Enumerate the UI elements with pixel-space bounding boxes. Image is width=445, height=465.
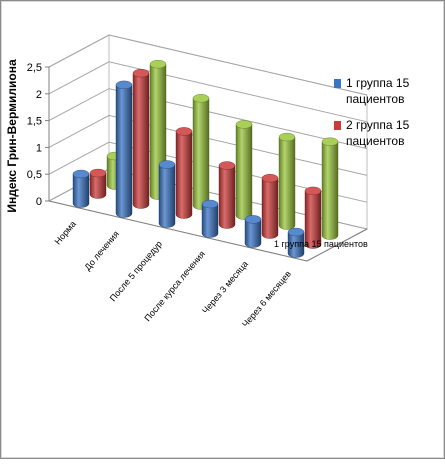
bar-2-5 xyxy=(261,174,279,239)
bar-2-1 xyxy=(89,168,107,199)
x-tick-label: До лечения xyxy=(82,229,121,272)
legend-swatch xyxy=(334,79,341,88)
legend-label: 1 группа 15 xyxy=(346,76,410,90)
bar-top xyxy=(192,94,210,103)
x-tick-label: После курса лечения xyxy=(142,249,207,323)
legend: 1 группа 15 пациентов 2 группа 15 пациентов xyxy=(334,76,410,148)
bar-2-3 xyxy=(175,127,193,219)
depth-axis-label: 1 группа 15 пациентов xyxy=(274,239,368,249)
bar-3-3 xyxy=(192,94,210,210)
y-tick-label: 1,5 xyxy=(27,116,42,128)
bar-body xyxy=(244,219,262,248)
bar-body xyxy=(115,84,133,218)
bar-top xyxy=(115,80,133,90)
bar-2-6 xyxy=(304,186,322,249)
y-tick-label: 2 xyxy=(36,89,42,101)
bar-1-5 xyxy=(244,215,262,248)
x-tick-label: Через 3 месяца xyxy=(200,259,250,316)
bar-top xyxy=(261,174,279,183)
bar-2-2 xyxy=(132,68,150,209)
x-tick-label: После 5 процедур xyxy=(108,239,164,303)
bar-body xyxy=(278,136,296,230)
depth-axis-line xyxy=(306,228,368,262)
chart-bars xyxy=(72,59,339,258)
bar-body xyxy=(304,190,322,249)
bar-top xyxy=(149,59,167,69)
y-tick-label: 1 xyxy=(36,142,42,154)
bar-body xyxy=(261,178,279,239)
bar-top xyxy=(278,132,296,142)
bar-1-1 xyxy=(72,169,90,208)
bar-body xyxy=(89,172,107,199)
bar-2-4 xyxy=(218,161,236,229)
legend-item-1: 1 группа 15 пациентов xyxy=(334,76,410,106)
bar-body xyxy=(175,131,193,219)
legend-label: пациентов xyxy=(346,92,404,106)
bar-body xyxy=(218,165,236,229)
gridline xyxy=(48,61,368,123)
bar-top xyxy=(287,227,305,237)
legend-swatch xyxy=(334,121,341,130)
bar-3-5 xyxy=(278,132,296,230)
x-axis-line xyxy=(48,200,308,262)
bar-body xyxy=(72,173,90,208)
bar-top xyxy=(235,120,253,129)
y-tick-label: 2,5 xyxy=(27,62,42,74)
x-tick-label: Через 6 месяцев xyxy=(240,269,293,329)
y-tick-label: 0 xyxy=(36,196,42,208)
bar-1-3 xyxy=(158,160,176,228)
y-tick-label: 0,5 xyxy=(27,169,42,181)
bar-1-2 xyxy=(115,80,133,218)
bar-top xyxy=(72,169,90,179)
bar-top xyxy=(304,186,322,196)
bar-body xyxy=(158,164,176,228)
bar-top xyxy=(321,137,339,146)
gridline xyxy=(48,34,368,96)
bar-top xyxy=(218,161,236,170)
bar-body xyxy=(192,98,210,210)
bar-3-6 xyxy=(321,137,339,240)
bar-1-6 xyxy=(287,227,305,258)
y-axis-label: Индекс Грин-Вермилиона xyxy=(5,59,19,213)
bar-1-4 xyxy=(201,199,219,238)
bar-body xyxy=(321,141,339,240)
bar-body xyxy=(201,203,219,238)
legend-label: пациентов xyxy=(346,134,404,148)
bar-3-4 xyxy=(235,120,253,220)
x-tick-label: Норма xyxy=(53,219,78,247)
bar-top xyxy=(244,215,262,224)
bar-top xyxy=(158,160,176,169)
bar-top xyxy=(132,68,150,78)
bar-body xyxy=(287,231,305,258)
bar-body xyxy=(132,72,150,209)
gridline xyxy=(48,88,368,150)
legend-label: 2 группа 15 xyxy=(346,118,410,132)
bar-top xyxy=(89,168,107,178)
bar-top xyxy=(175,127,193,136)
y-axis-ticks: 0 0,5 1 1,5 2 2,5 xyxy=(27,62,42,208)
bar-top xyxy=(201,199,219,209)
bar-body xyxy=(235,124,253,220)
legend-item-2: 2 группа 15 пациентов xyxy=(334,118,410,148)
